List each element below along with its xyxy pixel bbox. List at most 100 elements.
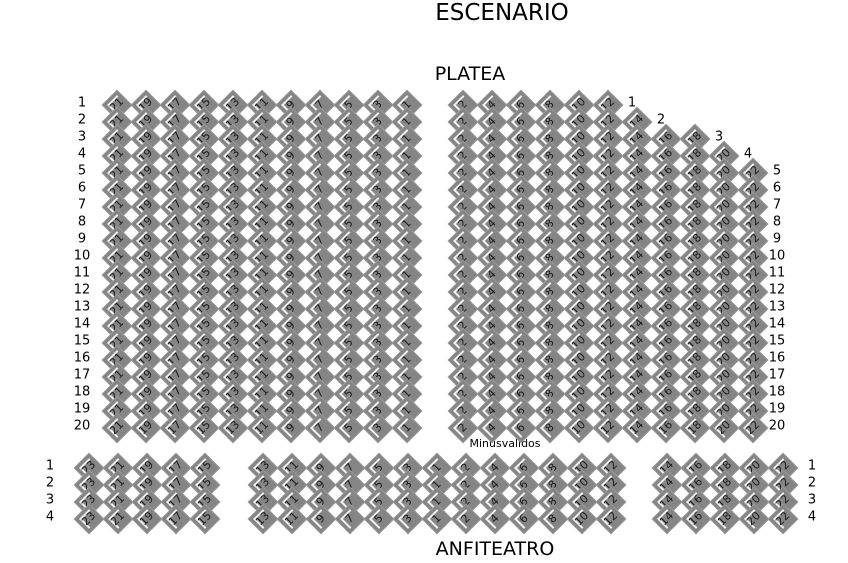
row-label: 6 (772, 180, 782, 196)
row-label: 18 (73, 384, 91, 400)
seat-number: 3 (400, 511, 415, 526)
row-label: 8 (772, 214, 782, 230)
seat-platea-row20-22[interactable]: 22 (738, 413, 768, 443)
seat-platea-row20-21[interactable]: 21 (102, 413, 132, 443)
seat-platea-row20-12[interactable]: 12 (593, 413, 623, 443)
row-label: 17 (768, 367, 786, 383)
seat-anfiteatro-row4-4[interactable]: 4 (480, 504, 510, 534)
row-label: 14 (768, 316, 786, 332)
seat-number: 12 (598, 418, 618, 438)
seat-anfiteatro-row4-19[interactable]: 19 (132, 504, 162, 534)
row-label: 13 (768, 299, 786, 315)
seat-number: 21 (107, 418, 127, 438)
seat-anfiteatro-row4-10[interactable]: 10 (567, 504, 597, 534)
seat-platea-row20-18[interactable]: 18 (680, 413, 710, 443)
seat-number: 15 (194, 418, 214, 438)
seat-number: 14 (657, 509, 677, 529)
row-label: 3 (77, 129, 87, 145)
seat-number: 16 (656, 418, 676, 438)
row-label: 11 (768, 265, 786, 281)
seat-platea-row20-17[interactable]: 17 (160, 413, 190, 443)
seat-anfiteatro-row4-12[interactable]: 12 (596, 504, 626, 534)
seat-platea-row20-5[interactable]: 5 (334, 413, 364, 443)
seat-anfiteatro-row4-18[interactable]: 18 (710, 504, 740, 534)
seat-number: 17 (165, 418, 185, 438)
row-label: 9 (77, 231, 87, 247)
seat-anfiteatro-row4-22[interactable]: 22 (768, 504, 798, 534)
row-label: 1 (627, 95, 637, 111)
seat-anfiteatro-row4-1[interactable]: 1 (422, 504, 452, 534)
seat-number: 13 (253, 509, 273, 529)
seat-anfiteatro-row4-8[interactable]: 8 (538, 504, 568, 534)
row-label: 8 (77, 214, 87, 230)
seat-platea-row20-20[interactable]: 20 (709, 413, 739, 443)
row-label: 4 (743, 146, 753, 162)
seat-number: 22 (773, 509, 793, 529)
seat-anfiteatro-row4-16[interactable]: 16 (681, 504, 711, 534)
seat-anfiteatro-row4-5[interactable]: 5 (364, 504, 394, 534)
seat-anfiteatro-row4-3[interactable]: 3 (393, 504, 423, 534)
seat-number: 18 (685, 418, 705, 438)
row-label: 15 (73, 333, 91, 349)
seat-platea-row20-1[interactable]: 1 (392, 413, 422, 443)
row-label: 4 (77, 146, 87, 162)
row-label: 7 (77, 197, 87, 213)
seat-platea-row20-3[interactable]: 3 (363, 413, 393, 443)
row-label: 16 (768, 350, 786, 366)
row-label: 14 (73, 316, 91, 332)
seat-number: 17 (166, 509, 186, 529)
seat-anfiteatro-row4-21[interactable]: 21 (103, 504, 133, 534)
row-label: 15 (768, 333, 786, 349)
seat-number: 22 (743, 418, 763, 438)
row-label: 4 (807, 509, 817, 525)
row-label: 9 (772, 231, 782, 247)
seat-number: 2 (458, 511, 473, 526)
seat-anfiteatro-row4-15[interactable]: 15 (190, 504, 220, 534)
seat-number: 8 (545, 511, 560, 526)
seat-anfiteatro-row4-11[interactable]: 11 (277, 504, 307, 534)
seat-number: 21 (108, 509, 128, 529)
seat-anfiteatro-row4-7[interactable]: 7 (335, 504, 365, 534)
row-label: 12 (73, 282, 91, 298)
row-label: 2 (77, 112, 87, 128)
seat-platea-row20-10[interactable]: 10 (564, 413, 594, 443)
seat-number: 9 (313, 511, 328, 526)
seat-platea-row20-15[interactable]: 15 (189, 413, 219, 443)
seat-number: 9 (283, 420, 298, 435)
row-label: 12 (768, 282, 786, 298)
seat-number: 1 (429, 511, 444, 526)
row-label: 18 (768, 384, 786, 400)
seat-number: 5 (341, 420, 356, 435)
row-label: 4 (45, 509, 55, 525)
seat-anfiteatro-row4-9[interactable]: 9 (306, 504, 336, 534)
row-label: 7 (772, 197, 782, 213)
seat-number: 3 (370, 420, 385, 435)
seat-platea-row20-19[interactable]: 19 (131, 413, 161, 443)
seat-anfiteatro-row4-23[interactable]: 23 (74, 504, 104, 534)
seat-number: 15 (195, 509, 215, 529)
seat-number: 20 (744, 509, 764, 529)
seat-platea-row20-16[interactable]: 16 (651, 413, 681, 443)
seat-platea-row20-11[interactable]: 11 (247, 413, 277, 443)
seat-platea-row20-9[interactable]: 9 (276, 413, 306, 443)
row-label: 2 (807, 475, 817, 491)
seat-number: 7 (312, 420, 327, 435)
row-label: 1 (77, 95, 87, 111)
seat-anfiteatro-row4-2[interactable]: 2 (451, 504, 481, 534)
seat-anfiteatro-row4-17[interactable]: 17 (161, 504, 191, 534)
seat-anfiteatro-row4-13[interactable]: 13 (248, 504, 278, 534)
seat-platea-row20-14[interactable]: 14 (622, 413, 652, 443)
seat-number: 10 (569, 418, 589, 438)
seat-anfiteatro-row4-14[interactable]: 14 (652, 504, 682, 534)
seat-number: 13 (223, 418, 243, 438)
row-label: 6 (77, 180, 87, 196)
seat-platea-row20-13[interactable]: 13 (218, 413, 248, 443)
seat-anfiteatro-row4-20[interactable]: 20 (739, 504, 769, 534)
row-label: 17 (73, 367, 91, 383)
seat-number: 10 (572, 509, 592, 529)
seat-anfiteatro-row4-6[interactable]: 6 (509, 504, 539, 534)
seat-platea-row20-7[interactable]: 7 (305, 413, 335, 443)
seat-number: 19 (137, 509, 157, 529)
row-label: 20 (768, 418, 786, 434)
seat-number: 14 (627, 418, 647, 438)
